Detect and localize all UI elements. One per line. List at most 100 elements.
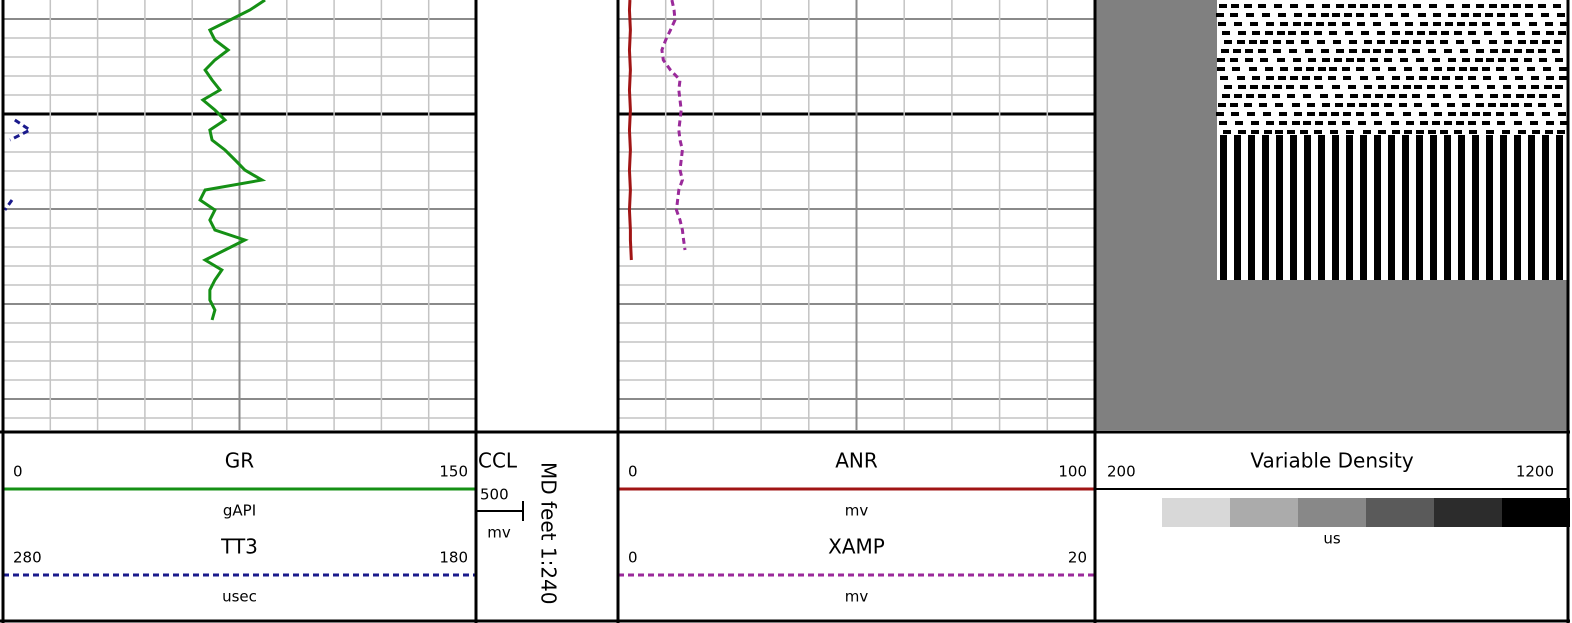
vdl-stripe bbox=[1559, 76, 1567, 80]
vdl-stripe bbox=[1448, 58, 1456, 62]
vdl-stripe bbox=[1314, 130, 1322, 134]
vdl-stripe bbox=[1280, 67, 1288, 71]
vdl-stripe bbox=[1400, 58, 1408, 62]
vdl-stripe bbox=[1307, 103, 1315, 107]
vdl-stripe bbox=[1374, 121, 1382, 125]
vdl-stripe bbox=[1217, 67, 1225, 71]
vdl-stripe bbox=[1342, 67, 1350, 71]
vdl-stripe bbox=[1322, 103, 1330, 107]
vdl-stripe bbox=[1276, 135, 1283, 280]
vdl-stripe bbox=[1444, 121, 1452, 125]
vdl-stripe bbox=[1468, 121, 1476, 125]
vdl-stripe bbox=[1286, 40, 1294, 44]
vdl-stripe bbox=[1218, 103, 1226, 107]
vdl-stripe bbox=[1335, 94, 1343, 98]
vdl-stripe bbox=[1220, 76, 1228, 80]
vdl-stripe bbox=[1434, 67, 1442, 71]
vdl-stripe bbox=[1404, 130, 1412, 134]
vdl-stripe bbox=[1293, 22, 1301, 26]
vdl-stripe bbox=[1473, 13, 1481, 17]
vdl-stripe bbox=[1502, 130, 1510, 134]
curve-unit: usec bbox=[222, 588, 257, 606]
vdl-stripe bbox=[1416, 135, 1423, 280]
vdl-stripe bbox=[1258, 4, 1266, 8]
vdl-stripe bbox=[1262, 13, 1270, 17]
vdl-stripe bbox=[1510, 112, 1518, 116]
scale-right: 150 bbox=[439, 463, 468, 481]
vdl-stripe bbox=[1318, 67, 1326, 71]
vdl-stripe bbox=[1433, 22, 1441, 26]
vdl-stripe bbox=[1429, 31, 1437, 35]
curve-name: TT3 bbox=[220, 535, 258, 559]
vdl-stripe bbox=[1348, 4, 1356, 8]
vdl-stripe bbox=[1356, 112, 1364, 116]
vdl-stripe bbox=[1303, 94, 1311, 98]
vdl-stripe bbox=[1428, 130, 1436, 134]
vdl-stripe bbox=[1542, 135, 1549, 280]
vdl-stripe bbox=[1541, 13, 1549, 17]
vdl-stripe bbox=[1216, 112, 1224, 116]
vdl-stripe bbox=[1475, 58, 1483, 62]
vdl-stripe bbox=[1292, 103, 1300, 107]
vdl-stripe bbox=[1251, 121, 1259, 125]
vdl-stripe bbox=[1315, 121, 1323, 125]
vdl-stripe bbox=[1363, 94, 1371, 98]
vdl-stripe bbox=[1266, 22, 1274, 26]
vdl-stripe bbox=[1483, 76, 1491, 80]
vdl-stripe bbox=[1222, 31, 1230, 35]
vdl-stripe bbox=[1274, 85, 1282, 89]
vdl-stripe bbox=[1304, 22, 1312, 26]
vdl-stripe bbox=[1263, 112, 1271, 116]
scale-left: 280 bbox=[13, 549, 42, 567]
vdl-stripe bbox=[1538, 103, 1546, 107]
vdl-stripe bbox=[1503, 85, 1511, 89]
vdl-stripe bbox=[1232, 67, 1240, 71]
vdl-stripe bbox=[1349, 40, 1357, 44]
vdl-stripe bbox=[1322, 4, 1330, 8]
ccl-unit: mv bbox=[487, 524, 511, 542]
vdl-stripe bbox=[1416, 58, 1424, 62]
vdl-stripe bbox=[1306, 4, 1314, 8]
vdl-stripe bbox=[1292, 121, 1300, 125]
vdl-stripe bbox=[1482, 22, 1490, 26]
vdl-stripe bbox=[1258, 49, 1266, 53]
scale-right: 180 bbox=[439, 549, 468, 567]
vdl-color-box bbox=[1502, 498, 1570, 527]
vdl-stripe bbox=[1484, 31, 1492, 35]
vdl-stripe bbox=[1371, 103, 1379, 107]
vdl-stripe bbox=[1555, 85, 1563, 89]
vdl-stripe bbox=[1553, 4, 1561, 8]
vdl-stripe bbox=[1250, 22, 1258, 26]
vdl-stripe bbox=[1266, 121, 1274, 125]
vdl-stripe bbox=[1459, 67, 1467, 71]
vdl-stripe bbox=[1530, 121, 1538, 125]
vdl-stripe bbox=[1432, 121, 1440, 125]
vdl-stripe bbox=[1275, 130, 1283, 134]
vdl-stripe bbox=[1503, 94, 1511, 98]
vdl-stripe bbox=[1412, 49, 1420, 53]
vdl-stripe bbox=[1293, 58, 1301, 62]
vdl-stripe bbox=[1357, 58, 1365, 62]
vdl-stripe bbox=[1486, 135, 1493, 280]
vdl-stripe bbox=[1427, 94, 1435, 98]
vdl-stripe bbox=[1558, 112, 1566, 116]
vdl-stripe bbox=[1238, 130, 1246, 134]
vdl-stripe bbox=[1531, 85, 1539, 89]
vdl-stripe bbox=[1527, 67, 1535, 71]
vdl-stripe bbox=[1501, 31, 1509, 35]
vdl-stripe bbox=[1501, 4, 1509, 8]
vdl-stripe bbox=[1266, 76, 1274, 80]
vdl-stripe bbox=[1546, 76, 1554, 80]
vdl-stripe bbox=[1552, 94, 1560, 98]
ccl-scale: 500 bbox=[480, 486, 509, 504]
vdl-stripe bbox=[1378, 85, 1386, 89]
vdl-stripe bbox=[1470, 67, 1478, 71]
curve bbox=[198, 0, 267, 321]
vdl-stripe bbox=[1321, 49, 1329, 53]
vdl-stripe bbox=[1462, 4, 1470, 8]
vdl-stripe bbox=[1497, 22, 1505, 26]
vdl-stripe bbox=[1447, 103, 1455, 107]
vdl-stripe bbox=[1398, 49, 1406, 53]
vdl-stripe bbox=[1560, 121, 1568, 125]
vdl-stripe bbox=[1315, 85, 1323, 89]
